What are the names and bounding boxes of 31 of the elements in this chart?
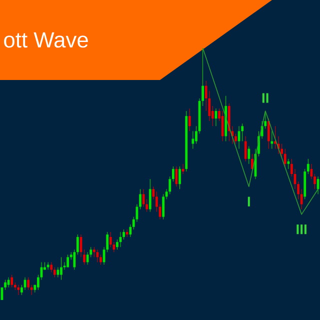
candlestick bbox=[10, 274, 14, 288]
candlestick bbox=[73, 249, 76, 270]
chart-title: ott Wave bbox=[4, 32, 88, 48]
candlestick bbox=[284, 148, 286, 167]
candlestick bbox=[129, 224, 132, 238]
candlestick bbox=[172, 166, 174, 182]
candlestick bbox=[76, 234, 79, 255]
candlestick bbox=[267, 118, 270, 150]
candlestick bbox=[66, 254, 70, 268]
candlestick bbox=[152, 186, 155, 200]
annotation: II bbox=[262, 93, 268, 103]
candlestick bbox=[30, 284, 33, 296]
candlestick bbox=[46, 262, 50, 270]
candlestick bbox=[60, 256, 62, 280]
candlestick bbox=[248, 146, 250, 164]
candlestick bbox=[50, 262, 53, 273]
candlestick bbox=[287, 158, 290, 170]
candlestick bbox=[244, 136, 247, 162]
candlestick bbox=[162, 194, 164, 220]
candlestick bbox=[188, 108, 191, 132]
candlestick bbox=[148, 178, 152, 212]
candlestick bbox=[27, 277, 30, 290]
annotation: III bbox=[296, 224, 306, 234]
annotation: I bbox=[248, 196, 250, 206]
candlestick bbox=[306, 158, 310, 174]
candlestick bbox=[192, 130, 194, 150]
candlestick bbox=[251, 154, 254, 172]
candlestick bbox=[4, 280, 6, 290]
candlestick bbox=[178, 166, 181, 190]
candlestick bbox=[270, 130, 274, 150]
candlestick bbox=[53, 266, 56, 278]
